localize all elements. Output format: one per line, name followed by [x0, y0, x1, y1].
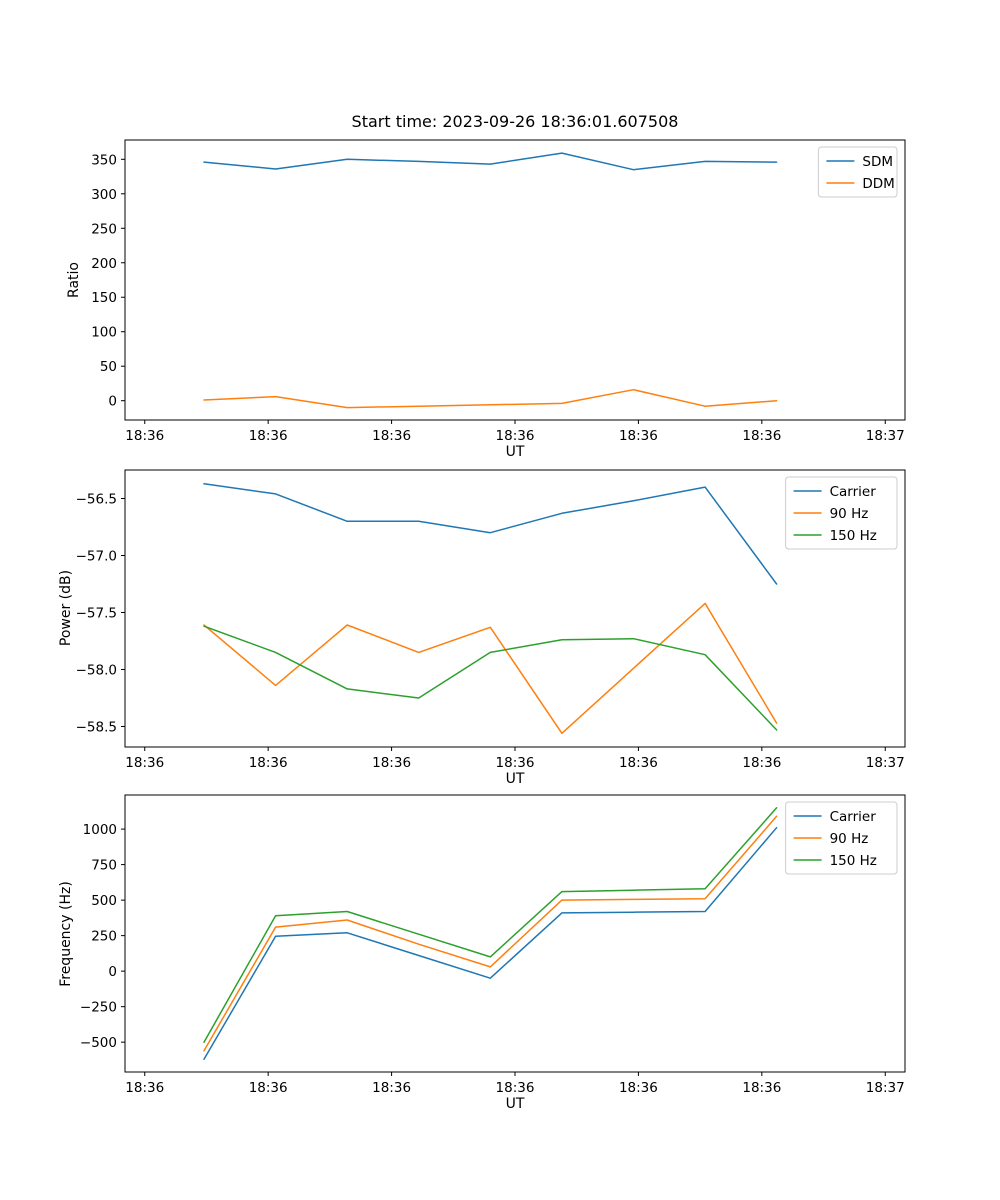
legend: Carrier 90 Hz 150 Hz	[785, 476, 898, 550]
series-sdm	[203, 152, 778, 171]
series-ddm	[203, 388, 778, 409]
y-tick-label: 200	[91, 256, 117, 272]
y-tick-label: −57.0	[76, 548, 117, 564]
y-tick-label: −58.0	[76, 662, 117, 678]
y-tick-label: 1000	[83, 822, 117, 838]
legend-box	[785, 476, 898, 550]
legend-label-90-hz: 90 Hz	[830, 831, 869, 847]
x-tick-label: 18:36	[125, 1080, 164, 1096]
x-tick-label: 18:36	[742, 428, 781, 444]
series-carrier	[203, 826, 778, 1060]
y-tick-label: 350	[91, 152, 117, 168]
series-90-hz	[203, 815, 778, 1052]
x-axis: 18:36 18:36 18:36 18:36 18:36 18:36 18:37	[125, 420, 905, 444]
legend-box	[817, 146, 898, 198]
x-tick-label: 18:36	[249, 755, 288, 771]
x-tick-label: 18:36	[125, 428, 164, 444]
y-tick-label: 100	[91, 325, 117, 341]
y-tick-label: 500	[91, 893, 117, 909]
x-tick-label: 18:36	[372, 755, 411, 771]
y-tick-label: 250	[91, 221, 117, 237]
xlabel-ut-1: UT	[505, 444, 525, 460]
subplot-frequency-hz: 18:36 18:36 18:36 18:36 18:36 18:36 18:37−500−…	[80, 794, 906, 1096]
xlabel-ut-2: UT	[505, 771, 525, 787]
legend-label-carrier: Carrier	[830, 809, 877, 825]
subplot-ratio: 18:36 18:36 18:36 18:36 18:36 18:36 18:37 0 50 10…	[91, 139, 906, 444]
y-tick-label: −500	[80, 1035, 117, 1051]
x-axis: 18:36 18:36 18:36 18:36 18:36 18:36 18:37	[125, 1072, 905, 1096]
x-tick-label: 18:36	[249, 1080, 288, 1096]
y-tick-label: −250	[80, 1000, 117, 1016]
legend: SDM DDM	[817, 146, 898, 198]
y-tick-label: 0	[108, 394, 117, 410]
x-tick-label: 18:36	[496, 755, 535, 771]
series-carrier	[203, 482, 778, 585]
legend-label-sdm: SDM	[862, 154, 893, 170]
y-tick-label: −56.5	[76, 491, 117, 507]
series-150-hz	[203, 807, 778, 1043]
x-tick-label: 18:36	[372, 1080, 411, 1096]
y-tick-label: 750	[91, 858, 117, 874]
figure-title: Start time: 2023-09-26 18:36:01.607508	[351, 112, 679, 131]
x-tick-label: 18:36	[742, 755, 781, 771]
x-tick-label: 18:37	[866, 1080, 905, 1096]
x-tick-label: 18:36	[496, 428, 535, 444]
x-tick-label: 18:36	[742, 1080, 781, 1096]
x-tick-label: 18:37	[866, 428, 905, 444]
series-90-hz	[203, 602, 778, 735]
x-tick-label: 18:36	[496, 1080, 535, 1096]
axes-frame	[124, 139, 906, 421]
legend-label-150-hz: 150 Hz	[830, 528, 877, 544]
y-tick-label: 300	[91, 187, 117, 203]
y-axis: −58.5 −58.0 −57.5 −57.0 −56.5	[76, 491, 125, 735]
y-tick-label: 250	[91, 929, 117, 945]
y-tick-label: −57.5	[76, 605, 117, 621]
x-tick-label: 18:36	[619, 755, 658, 771]
x-tick-label: 18:36	[249, 428, 288, 444]
legend-label-carrier: Carrier	[830, 484, 877, 500]
x-tick-label: 18:36	[619, 428, 658, 444]
x-tick-label: 18:36	[619, 1080, 658, 1096]
x-axis: 18:36 18:36 18:36 18:36 18:36 18:36 18:37	[125, 747, 905, 771]
y-axis: −500 −250 0 250 500 750 1000	[80, 822, 125, 1051]
legend-label-ddm: DDM	[862, 176, 894, 192]
x-tick-label: 18:36	[372, 428, 411, 444]
legend-box	[785, 801, 898, 875]
legend-label-90-hz: 90 Hz	[830, 506, 869, 522]
y-tick-label: 50	[100, 359, 117, 375]
series-150-hz	[203, 625, 778, 731]
xlabel-ut-3: UT	[505, 1096, 525, 1112]
x-tick-label: 18:36	[125, 755, 164, 771]
y-tick-label: −58.5	[76, 719, 117, 735]
y-tick-label: 0	[108, 964, 117, 980]
y-tick-label: 150	[91, 290, 117, 306]
y-axis: 0 50 100 150 200 250 300 350	[91, 152, 125, 410]
legend: Carrier 90 Hz 150 Hz	[785, 801, 898, 875]
subplot-power-db: 18:36 18:36 18:36 18:36 18:36 18:36 18:37 −58.5…	[76, 469, 906, 771]
x-tick-label: 18:37	[866, 755, 905, 771]
legend-label-150-hz: 150 Hz	[830, 853, 877, 869]
